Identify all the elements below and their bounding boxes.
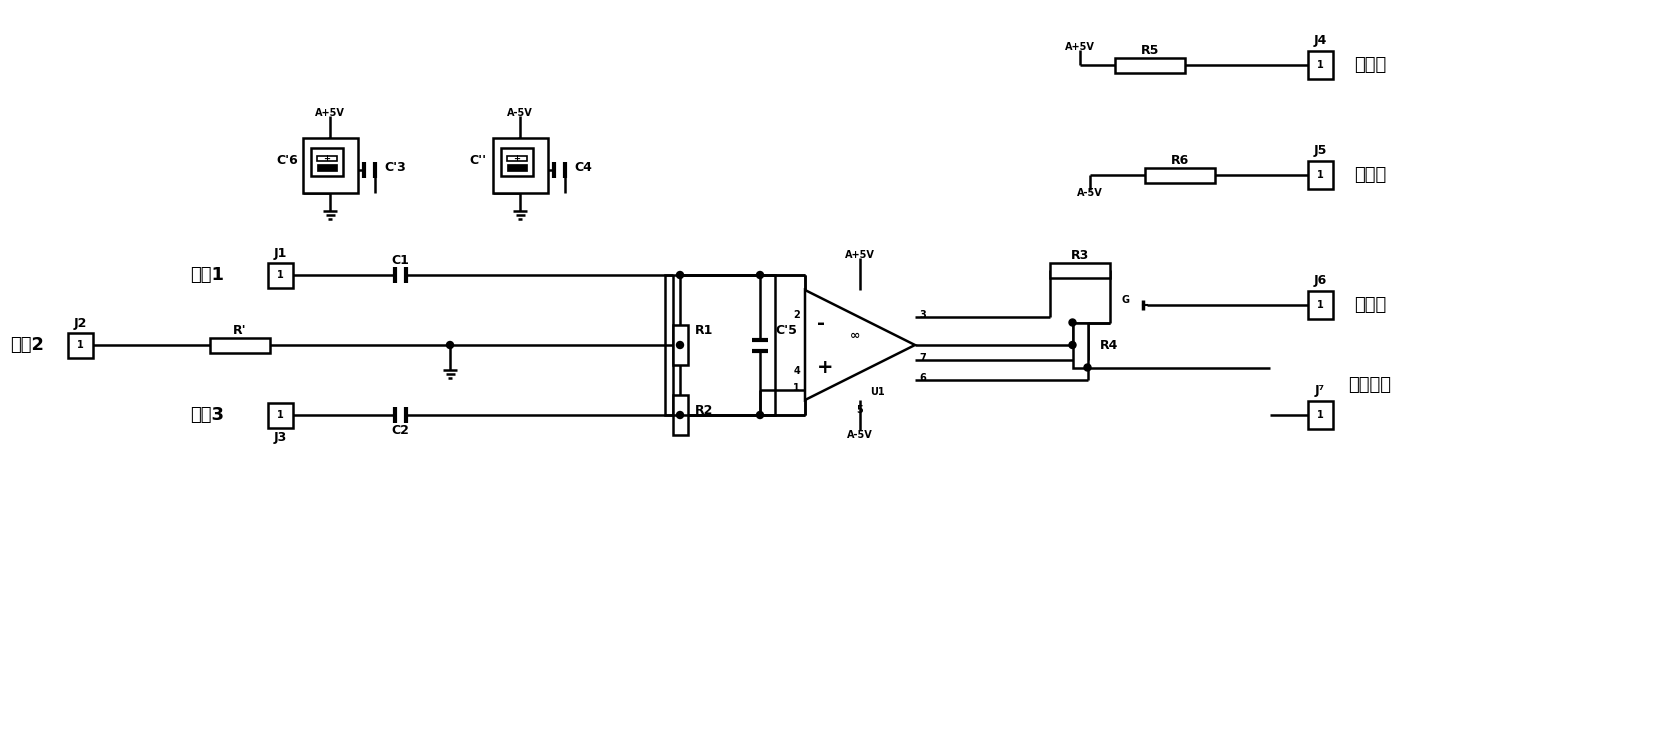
Text: J⁷: J⁷ bbox=[1315, 384, 1325, 396]
Text: 电源地: 电源地 bbox=[1355, 296, 1386, 314]
Bar bbox=[311, 148, 342, 176]
Circle shape bbox=[1069, 319, 1075, 326]
Text: 1: 1 bbox=[1316, 300, 1323, 310]
Bar bbox=[492, 138, 547, 192]
Circle shape bbox=[676, 341, 683, 349]
Text: R3: R3 bbox=[1070, 249, 1089, 261]
Text: 1: 1 bbox=[793, 383, 799, 393]
Text: R2: R2 bbox=[695, 404, 713, 416]
Text: C'3: C'3 bbox=[384, 160, 406, 174]
Text: U1: U1 bbox=[869, 387, 884, 397]
Text: 电极3: 电极3 bbox=[189, 406, 224, 424]
Text: 5: 5 bbox=[856, 405, 863, 415]
Circle shape bbox=[756, 411, 763, 419]
Text: C2: C2 bbox=[391, 423, 409, 437]
Text: 1: 1 bbox=[276, 410, 284, 420]
Bar bbox=[673, 325, 688, 365]
Text: 6: 6 bbox=[919, 373, 926, 383]
Text: A+5V: A+5V bbox=[1065, 42, 1095, 52]
Bar bbox=[1050, 262, 1110, 277]
Circle shape bbox=[447, 341, 454, 349]
Text: J5: J5 bbox=[1313, 144, 1326, 156]
Bar bbox=[507, 163, 527, 171]
Circle shape bbox=[676, 411, 683, 419]
Bar bbox=[1115, 57, 1185, 72]
Text: 电源正: 电源正 bbox=[1355, 56, 1386, 74]
Bar bbox=[1145, 168, 1215, 183]
Text: 1: 1 bbox=[1316, 60, 1323, 70]
Text: A-5V: A-5V bbox=[848, 430, 873, 440]
Text: R5: R5 bbox=[1140, 43, 1158, 57]
Text: 电极1: 电极1 bbox=[189, 266, 224, 284]
Bar bbox=[209, 337, 269, 352]
Text: A-5V: A-5V bbox=[507, 107, 534, 118]
Circle shape bbox=[676, 271, 683, 279]
Text: 信号输出: 信号输出 bbox=[1348, 376, 1391, 394]
Bar bbox=[68, 332, 93, 358]
Text: +: + bbox=[514, 153, 520, 162]
Circle shape bbox=[1084, 364, 1090, 371]
Text: J3: J3 bbox=[273, 431, 286, 443]
Text: J1: J1 bbox=[273, 247, 286, 259]
Bar bbox=[268, 262, 293, 288]
Text: 3: 3 bbox=[919, 310, 926, 320]
Text: C'': C'' bbox=[469, 153, 485, 166]
Text: G: G bbox=[1120, 295, 1128, 305]
Bar bbox=[1308, 401, 1333, 429]
Text: 电源负: 电源负 bbox=[1355, 166, 1386, 184]
Bar bbox=[507, 156, 527, 160]
Text: 电极2: 电极2 bbox=[10, 336, 43, 354]
Text: 4: 4 bbox=[793, 366, 799, 376]
Bar bbox=[1308, 161, 1333, 189]
Text: J6: J6 bbox=[1313, 273, 1326, 287]
Bar bbox=[665, 275, 774, 415]
Text: C'6: C'6 bbox=[276, 153, 299, 166]
Bar bbox=[673, 395, 688, 435]
Text: R6: R6 bbox=[1170, 153, 1188, 166]
Polygon shape bbox=[804, 290, 916, 400]
Text: 7: 7 bbox=[919, 353, 926, 363]
Bar bbox=[1308, 291, 1333, 319]
Bar bbox=[268, 402, 293, 428]
Circle shape bbox=[756, 271, 763, 279]
Text: -: - bbox=[818, 314, 824, 332]
Text: C'5: C'5 bbox=[774, 323, 796, 337]
Bar bbox=[302, 138, 357, 192]
Text: C1: C1 bbox=[391, 253, 409, 267]
Bar bbox=[317, 156, 337, 160]
Bar bbox=[317, 163, 337, 171]
Text: +: + bbox=[818, 358, 834, 376]
Text: +: + bbox=[324, 153, 331, 162]
Text: C4: C4 bbox=[575, 160, 592, 174]
Circle shape bbox=[1069, 341, 1075, 349]
Text: A+5V: A+5V bbox=[316, 107, 346, 118]
Text: A+5V: A+5V bbox=[844, 250, 874, 260]
Bar bbox=[1308, 51, 1333, 79]
Text: 2: 2 bbox=[793, 310, 799, 320]
Text: ∞: ∞ bbox=[849, 329, 861, 341]
Text: 1: 1 bbox=[1316, 410, 1323, 420]
Text: J2: J2 bbox=[73, 317, 86, 329]
Text: A-5V: A-5V bbox=[1077, 188, 1104, 198]
Text: 1: 1 bbox=[276, 270, 284, 280]
Text: 1: 1 bbox=[76, 340, 83, 350]
Text: R': R' bbox=[233, 323, 248, 337]
Bar bbox=[500, 148, 534, 176]
Text: 1: 1 bbox=[1316, 170, 1323, 180]
Text: J4: J4 bbox=[1313, 34, 1326, 46]
Text: R1: R1 bbox=[695, 323, 713, 337]
Text: R4: R4 bbox=[1100, 338, 1119, 352]
Bar bbox=[1072, 323, 1087, 367]
